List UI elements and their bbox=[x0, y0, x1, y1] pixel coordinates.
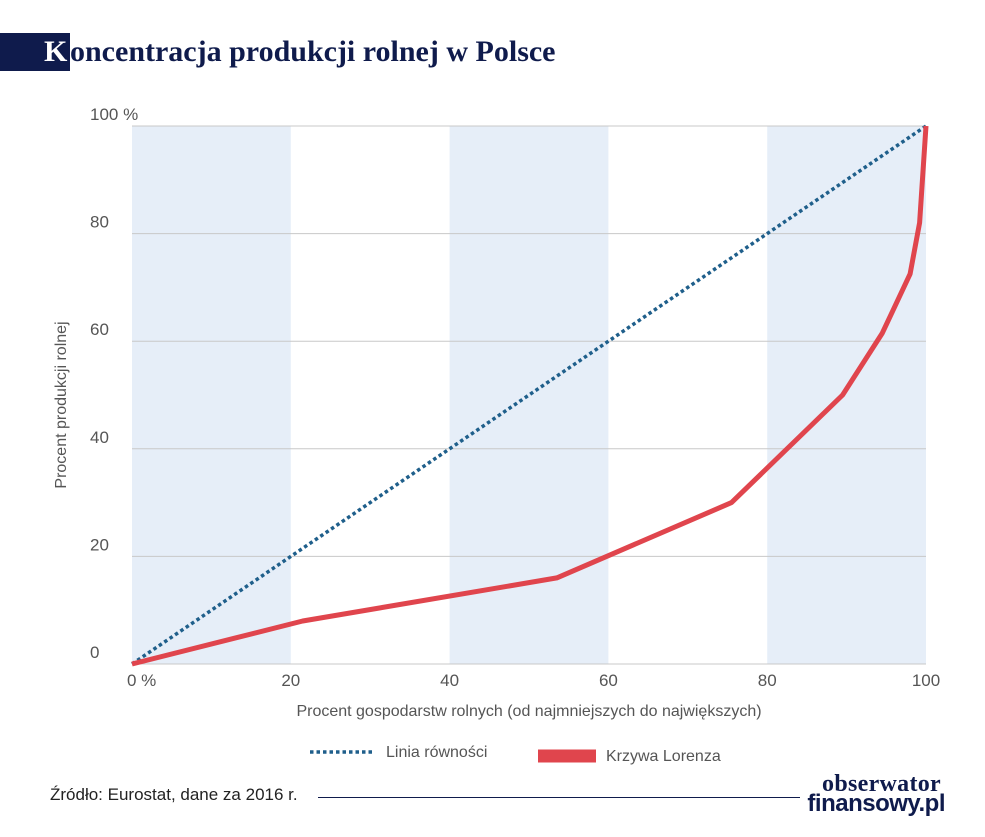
chart-band bbox=[767, 126, 926, 664]
y-tick-label: 20 bbox=[90, 535, 109, 554]
chart-legend: Linia równości Krzywa Lorenza bbox=[310, 744, 721, 765]
y-axis-label: Procent produkcji rolnej bbox=[53, 321, 70, 488]
x-tick-label: 100 bbox=[912, 671, 940, 690]
legend-label-krzywa-lorenza: Krzywa Lorenza bbox=[606, 748, 721, 765]
x-tick-label: 0 % bbox=[127, 671, 156, 690]
chart: 0 20 40 60 80 100 % 0 % 20 40 60 80 100 Procent pro… bbox=[53, 105, 940, 765]
x-tick-label: 20 bbox=[281, 671, 300, 690]
series-line-krzywa-lorenza bbox=[131, 125, 929, 667]
page-title: oncentracja produkcji rolnej w Polsce bbox=[70, 35, 556, 68]
x-tick-label: 40 bbox=[440, 671, 459, 690]
source-divider bbox=[318, 797, 800, 798]
x-tick-label: 80 bbox=[758, 671, 777, 690]
source-note: Źródło: Eurostat, dane za 2016 r. bbox=[50, 785, 298, 804]
chart-band bbox=[449, 126, 609, 664]
title-accent-block bbox=[0, 33, 70, 71]
logo-line-1: obserwator bbox=[822, 771, 941, 797]
x-axis-label: Procent gospodarstw rolnych (od najmniej… bbox=[296, 703, 761, 720]
chart-ticks: 0 20 40 60 80 100 % 0 % 20 40 60 80 100 bbox=[90, 105, 940, 690]
y-tick-label: 60 bbox=[90, 320, 109, 339]
x-tick-label: 60 bbox=[599, 671, 618, 690]
chart-band bbox=[132, 126, 291, 664]
title-initial: K bbox=[44, 35, 68, 68]
brand-logo: obserwator finansowy.pl bbox=[807, 771, 955, 822]
logo-line-2: finansowy.pl bbox=[807, 790, 945, 817]
y-tick-label: 80 bbox=[90, 213, 109, 232]
y-tick-label: 100 % bbox=[90, 105, 138, 124]
y-tick-label: 40 bbox=[90, 428, 109, 447]
chart-gridlines bbox=[132, 125, 926, 665]
chart-series bbox=[131, 124, 929, 667]
chart-bands bbox=[132, 126, 926, 664]
legend-label-linia-rownosci: Linia równości bbox=[386, 744, 487, 761]
y-tick-label: 0 bbox=[90, 643, 99, 662]
